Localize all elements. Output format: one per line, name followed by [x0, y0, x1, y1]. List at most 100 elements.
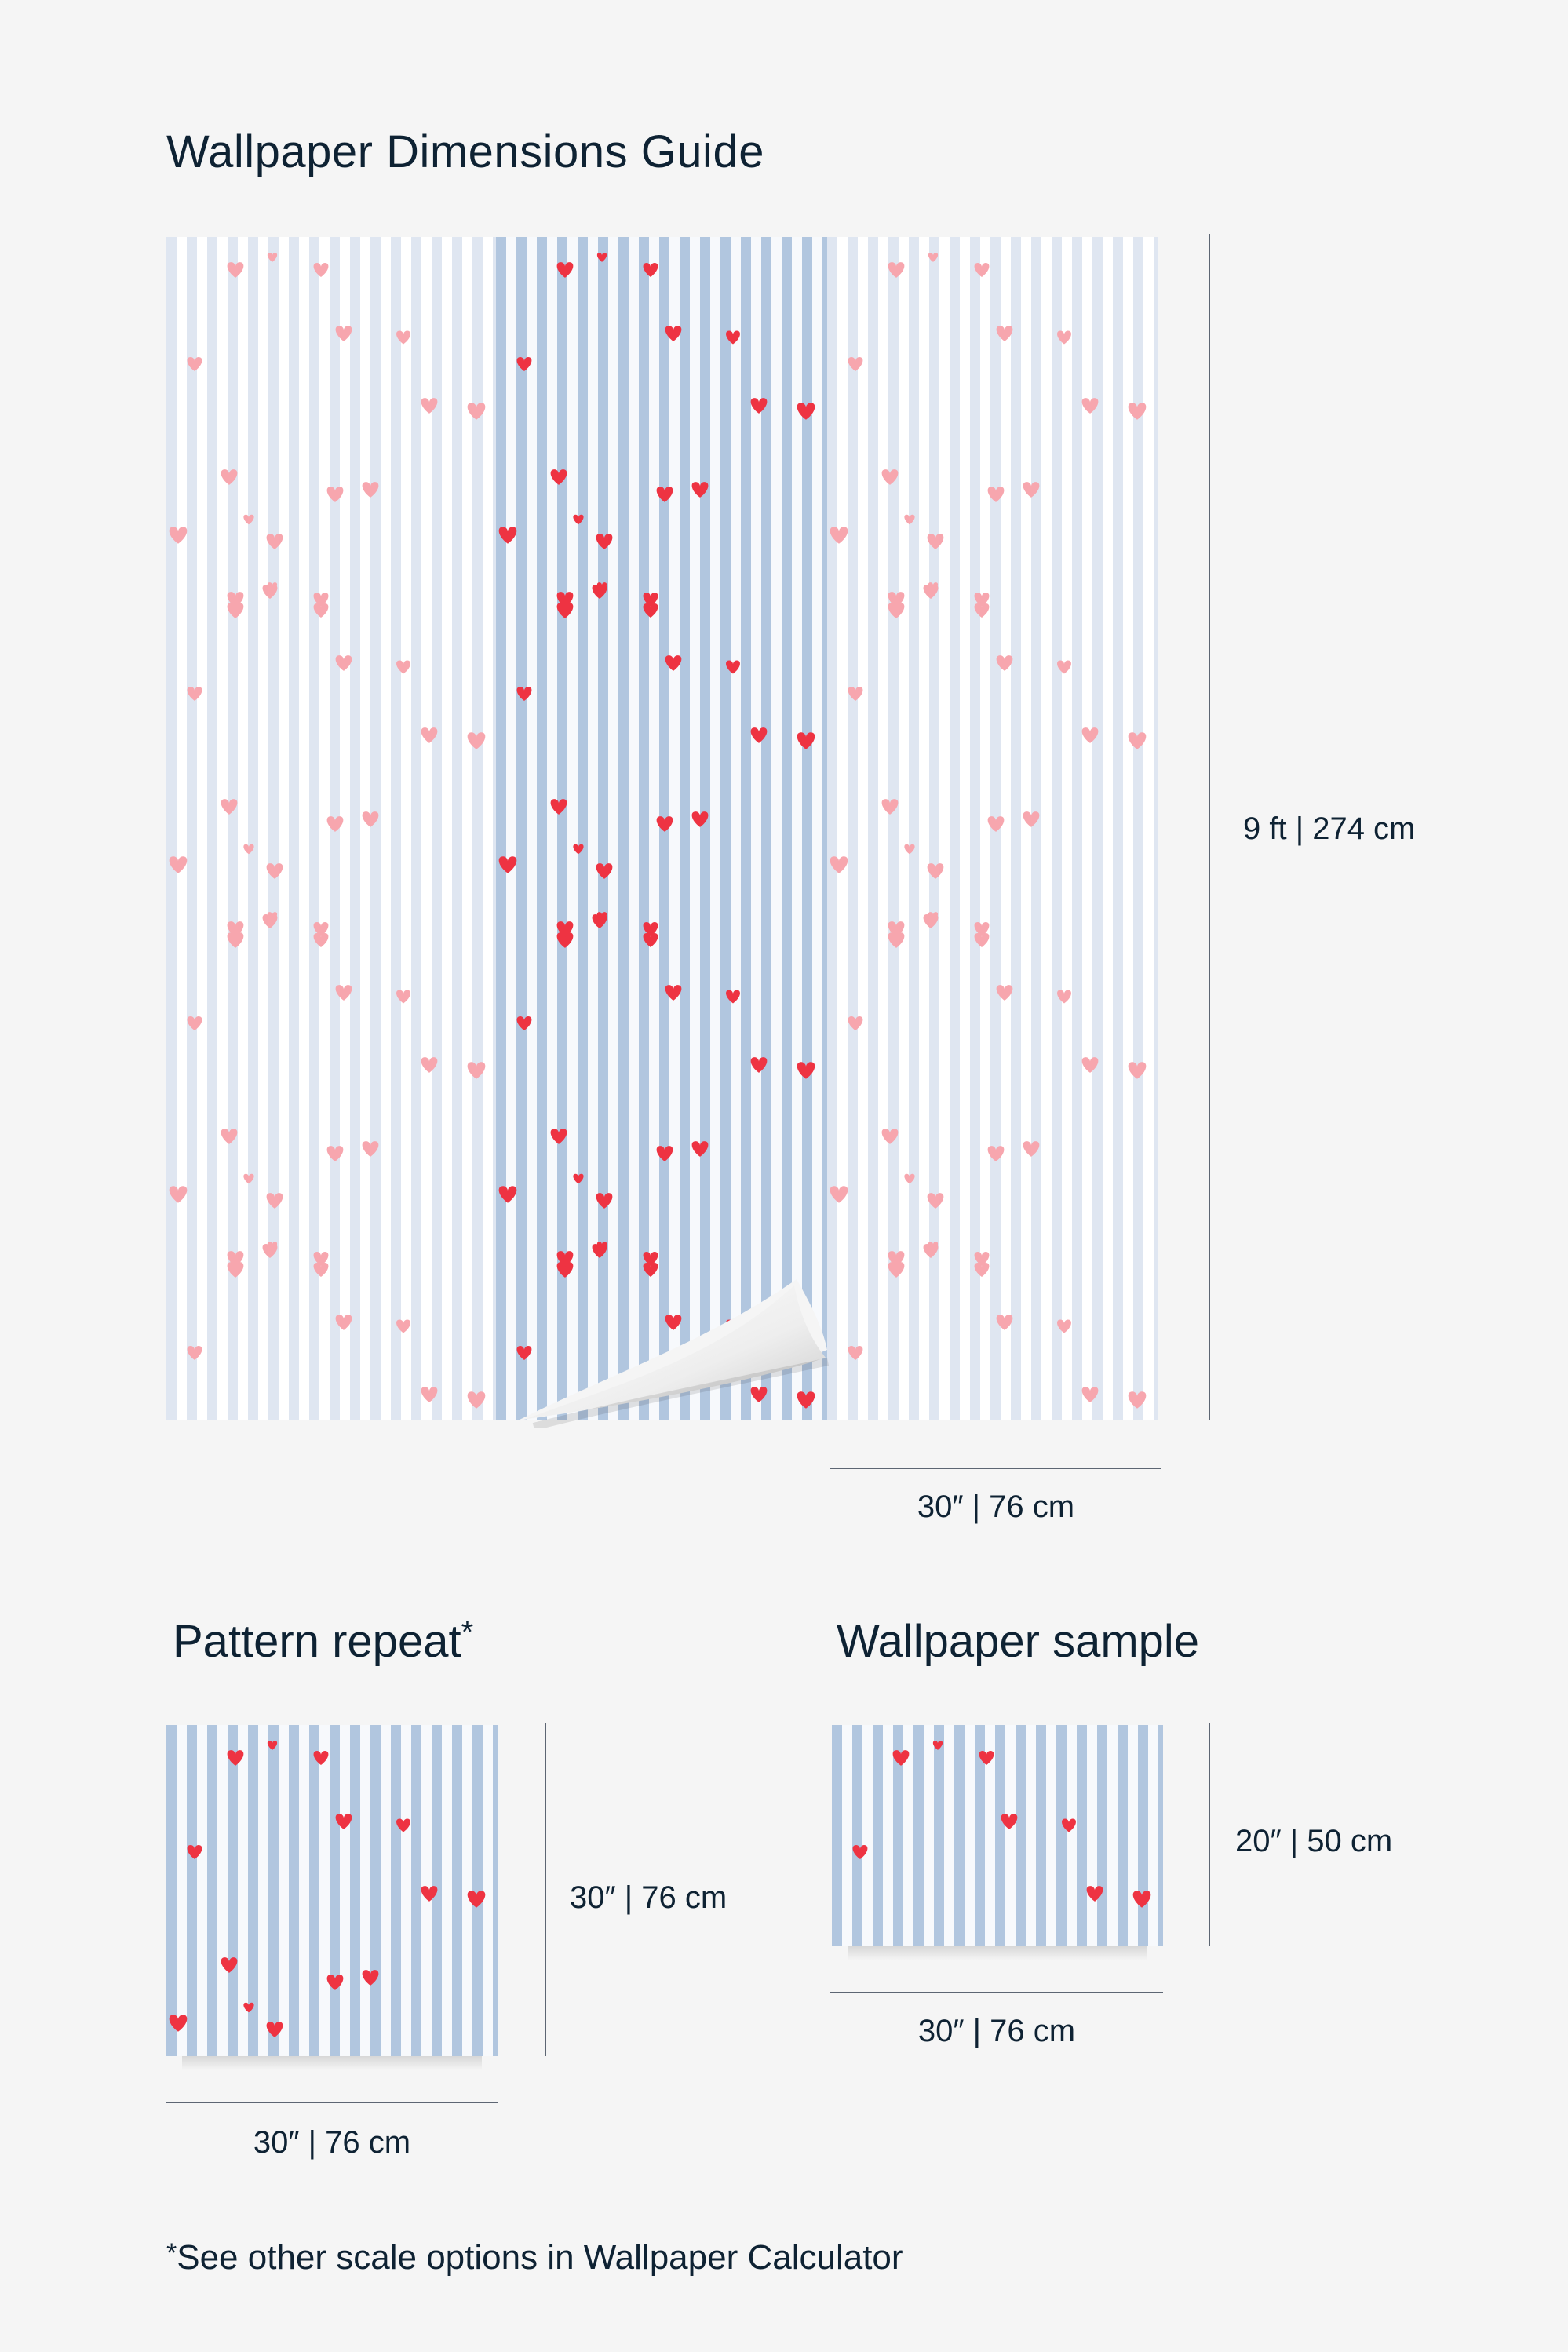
heart-icon	[550, 469, 567, 485]
heart-icon	[467, 1891, 486, 1908]
heart-icon	[266, 863, 283, 879]
sample-height-label: 20″ | 50 cm	[1235, 1824, 1393, 1858]
heart-icon	[979, 1751, 994, 1765]
heart-icon	[1001, 1814, 1018, 1829]
heart-icon	[556, 921, 574, 937]
heart-icon	[656, 1146, 673, 1161]
heart-icon	[596, 1193, 613, 1209]
heart-icon	[974, 1263, 990, 1277]
heart-icon	[904, 844, 915, 855]
heart-icon	[227, 921, 244, 937]
heart-icon	[996, 1315, 1013, 1330]
heart-icon	[243, 1173, 254, 1184]
heart-icon	[1057, 330, 1071, 345]
wallpaper-sample-swatch	[832, 1725, 1163, 1946]
peel-curl-corner	[518, 1279, 830, 1428]
heart-icon	[881, 799, 899, 815]
heart-icon	[797, 732, 815, 749]
swatch-shadow	[182, 2056, 482, 2070]
heart-icon	[421, 1886, 438, 1902]
heart-icon	[1128, 403, 1147, 420]
heart-icon	[313, 933, 329, 947]
heart-icon	[267, 1242, 278, 1251]
heart-icon	[643, 922, 658, 936]
heart-icon	[848, 1016, 863, 1030]
heart-icon	[596, 253, 607, 262]
heart-icon	[221, 1129, 238, 1144]
heart-pattern-left	[169, 253, 486, 1409]
heart-icon	[396, 330, 410, 345]
heart-icon	[498, 856, 517, 873]
heart-icon	[556, 932, 574, 948]
heart-icon	[1057, 660, 1071, 674]
heart-icon	[881, 469, 899, 485]
heart-icon	[267, 1741, 278, 1750]
heart-icon	[467, 403, 486, 420]
heart-icon	[396, 990, 410, 1004]
heart-icon	[516, 687, 532, 701]
heart-icon	[932, 1741, 943, 1750]
heart-icon	[467, 732, 486, 749]
height-dimension-label: 9 ft | 274 cm	[1243, 811, 1416, 846]
heart-icon	[996, 985, 1013, 1001]
heart-icon	[221, 799, 238, 815]
heart-icon	[904, 1173, 915, 1184]
heart-icon	[335, 655, 352, 671]
heart-icon	[881, 1129, 899, 1144]
heart-icon	[221, 469, 238, 485]
heart-icon	[987, 1146, 1005, 1161]
heart-icon	[848, 357, 863, 371]
heart-icon	[726, 990, 740, 1004]
sample-shadow	[848, 1946, 1147, 1960]
heart-icon	[830, 856, 848, 873]
heart-icon	[467, 1062, 486, 1079]
heart-icon	[1023, 1141, 1040, 1157]
heart-icon	[467, 1391, 486, 1409]
heart-icon	[313, 1751, 329, 1765]
heart-icon	[243, 2002, 254, 2013]
heart-icon	[848, 1346, 863, 1360]
heart-icon	[596, 1242, 607, 1251]
heart-icon	[750, 1387, 768, 1402]
heart-icon	[830, 1186, 848, 1203]
heart-icon	[227, 1262, 244, 1278]
heart-icon	[665, 1315, 682, 1330]
heart-icon	[596, 912, 607, 921]
heart-icon	[1062, 1818, 1076, 1832]
heart-icon	[169, 856, 188, 873]
heart-icon	[691, 1141, 709, 1157]
heart-icon	[498, 1186, 517, 1203]
heart-icon	[974, 933, 990, 947]
heart-icon	[643, 1252, 658, 1266]
heart-icon	[313, 593, 329, 607]
heart-icon	[987, 487, 1005, 502]
heart-icon	[221, 1957, 238, 1973]
heart-icon	[830, 527, 848, 544]
heart-icon	[596, 582, 607, 592]
heart-icon	[421, 1057, 438, 1073]
heart-icon	[643, 1263, 658, 1277]
heart-icon	[556, 603, 574, 618]
heart-icon	[556, 592, 574, 607]
heart-icon	[227, 262, 244, 278]
heart-icon	[1086, 1886, 1103, 1902]
heart-icon	[335, 326, 352, 341]
heart-icon	[1081, 1057, 1099, 1073]
heart-icon	[1081, 398, 1099, 414]
heart-icon	[974, 263, 990, 277]
heart-icon	[266, 1193, 283, 1209]
heart-icon	[888, 921, 905, 937]
repeat-width-line	[166, 2102, 498, 2103]
heart-icon	[313, 1263, 329, 1277]
heart-icon	[888, 1262, 905, 1278]
heart-icon	[243, 514, 254, 525]
heart-icon	[421, 727, 438, 743]
heart-icon	[927, 534, 944, 549]
heart-icon	[313, 603, 329, 618]
sample-width-label: 30″ | 76 cm	[917, 2014, 1076, 2048]
heart-icon	[1132, 1891, 1151, 1908]
heart-icon	[656, 816, 673, 832]
heart-icon	[691, 482, 709, 498]
heart-icon	[665, 326, 682, 341]
heart-pattern-right	[830, 253, 1147, 1409]
